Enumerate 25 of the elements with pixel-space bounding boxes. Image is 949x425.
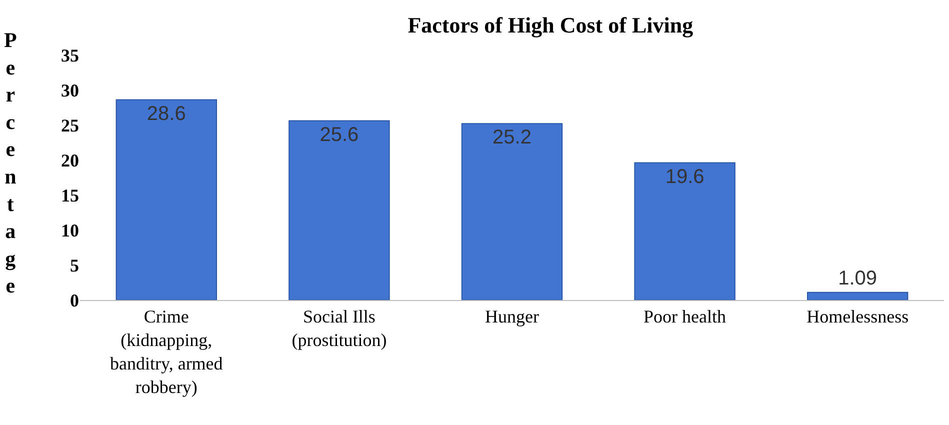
y-tick-label: 15 <box>61 185 79 206</box>
y-tick-label: 35 <box>61 45 79 66</box>
x-tick-label: Poor health <box>644 306 726 327</box>
data-label: 25.2 <box>492 126 532 149</box>
bar <box>634 162 736 300</box>
y-tick-label: 25 <box>61 115 79 136</box>
y-tick-label: 10 <box>61 220 79 240</box>
y-tick-label: 5 <box>70 255 79 276</box>
bar <box>806 292 908 300</box>
x-tick-label: Crime (kidnapping, banditry, armed robbery) <box>110 306 223 397</box>
y-tick-label: 20 <box>61 150 79 170</box>
x-tick-label: Social Ills (prostitution) <box>292 306 387 350</box>
y-tick-label: 30 <box>61 80 79 100</box>
text: Percentage <box>4 28 17 298</box>
data-label: 19.6 <box>665 166 704 188</box>
bar <box>116 99 218 300</box>
bar <box>288 120 390 300</box>
y-tick-label: 0 <box>70 290 79 310</box>
x-tick-label: Homelessness <box>806 306 909 327</box>
x-tick-label: Hunger <box>485 306 539 327</box>
data-label: 25.6 <box>320 124 359 146</box>
bar <box>461 123 563 300</box>
chart-title: Factors of High Cost of Living <box>408 12 694 38</box>
data-label: 1.09 <box>838 267 878 290</box>
data-label: 28.6 <box>146 102 186 125</box>
